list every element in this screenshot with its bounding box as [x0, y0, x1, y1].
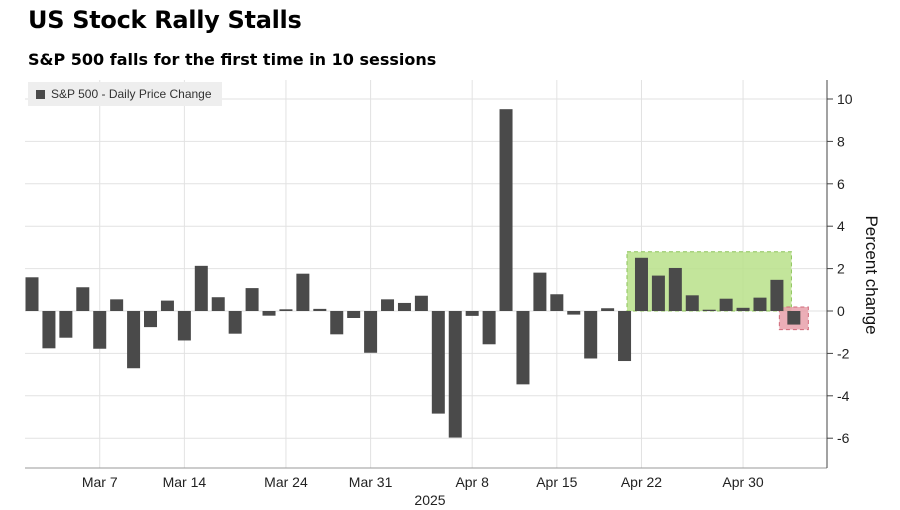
bar — [364, 311, 378, 353]
bar — [516, 311, 530, 385]
bar — [160, 300, 174, 311]
legend-swatch — [36, 89, 45, 99]
bar — [76, 287, 90, 311]
bar — [93, 311, 107, 349]
bar — [448, 311, 462, 438]
x-tick-label: Apr 22 — [621, 474, 662, 490]
y-tick-label: -6 — [837, 430, 850, 446]
bar — [177, 311, 191, 341]
bar — [228, 311, 242, 334]
bar — [110, 299, 124, 311]
bar — [25, 277, 39, 311]
bar — [634, 257, 648, 311]
bar — [381, 299, 395, 311]
x-tick-label: Mar 14 — [163, 474, 207, 490]
bar — [702, 309, 716, 311]
y-tick-label: 6 — [837, 176, 845, 192]
bar — [651, 275, 665, 311]
x-tick-label: Apr 15 — [536, 474, 577, 490]
bar — [499, 109, 513, 312]
y-tick-label: 0 — [837, 303, 845, 319]
bar — [397, 302, 411, 311]
x-tick-label: Apr 8 — [455, 474, 489, 490]
bar — [601, 308, 615, 311]
bar — [144, 311, 158, 328]
x-tick-label: Mar 24 — [264, 474, 308, 490]
bar — [770, 279, 784, 311]
legend-label: S&P 500 - Daily Price Change — [51, 87, 212, 101]
bar — [347, 311, 361, 318]
bar — [465, 311, 479, 316]
bar — [330, 311, 344, 335]
y-axis-title: Percent change — [862, 215, 881, 334]
y-tick-label: 4 — [837, 218, 845, 234]
bar — [787, 311, 801, 325]
bar — [482, 311, 496, 345]
bar — [753, 297, 767, 311]
y-axis: 10 8 6 4 2 0 -2 -4 -6 — [25, 80, 853, 469]
bar — [279, 309, 293, 311]
bar — [584, 311, 598, 359]
bars — [25, 109, 801, 438]
bar — [685, 295, 699, 311]
bar — [245, 288, 259, 311]
x-axis: Mar 7 Mar 14 Mar 24 Mar 31 Apr 8 Apr 15 Apr 22… — [82, 474, 764, 490]
bar — [550, 294, 564, 311]
y-tick-label: 8 — [837, 133, 845, 149]
x-tick-label: Mar 7 — [82, 474, 118, 490]
bar — [736, 307, 750, 311]
bar — [194, 265, 208, 311]
bar — [262, 311, 276, 316]
bar — [719, 298, 733, 311]
highlight-box-green — [626, 251, 792, 312]
bar — [127, 311, 141, 369]
y-tick-label: 10 — [837, 91, 853, 107]
x-tick-label: Apr 30 — [722, 474, 763, 490]
y-tick-label: -2 — [837, 345, 850, 361]
bar — [668, 267, 682, 311]
chart-title: US Stock Rally Stalls — [28, 6, 302, 34]
bar — [313, 308, 327, 311]
bar — [618, 311, 632, 362]
bar — [431, 311, 445, 414]
x-tick-label: Mar 31 — [349, 474, 393, 490]
bar — [296, 273, 310, 311]
bar — [533, 272, 547, 311]
bar — [59, 311, 73, 338]
bar — [414, 295, 428, 311]
x-axis-year-label: 2025 — [414, 492, 445, 508]
y-tick-label: 2 — [837, 261, 845, 277]
legend: S&P 500 - Daily Price Change — [28, 82, 222, 106]
bar — [42, 311, 56, 349]
y-tick-label: -4 — [837, 388, 850, 404]
bar — [567, 311, 581, 315]
bar — [211, 297, 225, 311]
chart-subtitle: S&P 500 falls for the first time in 10 s… — [28, 50, 437, 69]
